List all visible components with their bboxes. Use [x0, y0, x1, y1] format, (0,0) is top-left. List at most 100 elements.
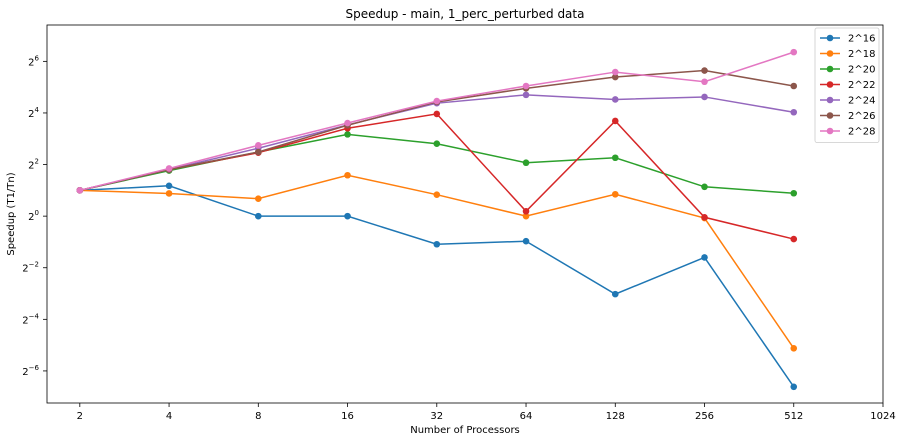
x-tick-label: 16	[341, 411, 354, 422]
data-point	[790, 345, 798, 352]
x-tick-label: 128	[606, 411, 625, 422]
data-point	[165, 182, 173, 190]
legend-label: 2^16	[848, 34, 875, 45]
data-point	[790, 189, 798, 197]
data-point	[701, 213, 708, 221]
data-point	[344, 171, 351, 179]
y-tick-label: 2−6	[22, 364, 39, 378]
data-point	[701, 67, 708, 74]
data-point	[611, 68, 619, 76]
legend-label: 2^22	[848, 80, 875, 91]
legend-swatch-marker	[826, 65, 834, 73]
legend-label: 2^20	[848, 65, 875, 76]
y-tick-base: 2	[28, 161, 34, 172]
data-point	[611, 73, 619, 81]
data-point	[611, 290, 619, 298]
data-point	[522, 212, 530, 220]
plot-frame	[46, 24, 884, 404]
data-point	[76, 187, 84, 194]
y-tick-label: 22	[28, 158, 39, 172]
y-tick-base: 2	[28, 109, 34, 120]
data-point	[433, 240, 441, 248]
data-point	[701, 93, 708, 101]
data-point	[344, 119, 351, 127]
legend-swatch-marker	[826, 81, 834, 88]
y-tick-label: 24	[28, 106, 39, 120]
x-tick-label: 32	[430, 411, 443, 422]
data-point	[522, 207, 530, 215]
y-tick-base: 2	[28, 212, 34, 223]
x-tick-label: 2	[77, 411, 83, 422]
data-point	[165, 165, 173, 172]
data-point	[433, 97, 441, 105]
legend-item: 2^18	[820, 49, 875, 60]
x-axis-title: Number of Processors	[410, 425, 520, 436]
data-point	[790, 383, 798, 391]
data-point	[522, 237, 530, 245]
x-tick-label: 512	[784, 411, 803, 422]
data-point	[790, 235, 798, 243]
x-tick-label: 4	[166, 411, 172, 422]
y-axis-title: Speedup (T1/Tn)	[6, 172, 17, 255]
data-point	[433, 140, 441, 148]
data-point	[790, 48, 798, 56]
data-point	[254, 148, 262, 156]
y-tick-base: 2	[22, 264, 28, 275]
legend-item: 2^22	[820, 80, 875, 91]
y-tick-label: 26	[28, 54, 39, 68]
legend-label: 2^28	[848, 127, 875, 138]
data-point	[433, 191, 441, 198]
legend-item: 2^16	[820, 34, 875, 45]
legend: 2^16 2^18 2^20 2^22 2^24 2^26 2^28	[814, 27, 880, 143]
data-point	[522, 159, 530, 167]
y-tick-exponent: −2	[29, 261, 39, 269]
y-tick-exponent: −4	[29, 312, 40, 320]
legend-swatch-marker	[826, 96, 834, 104]
data-point	[254, 142, 262, 149]
x-tick-label: 64	[520, 411, 533, 422]
legend-swatch-marker	[826, 50, 834, 57]
legend-swatch-marker	[826, 112, 834, 119]
legend-item: 2^24	[820, 96, 875, 107]
data-point	[344, 212, 351, 220]
legend-swatch-marker	[826, 127, 834, 135]
data-point	[165, 190, 173, 197]
y-tick-exponent: −6	[29, 364, 40, 372]
data-point	[611, 190, 619, 198]
y-tick-exponent: 4	[35, 106, 40, 114]
data-point	[433, 110, 441, 118]
legend-label: 2^24	[848, 96, 875, 107]
chart-title: Speedup - main, 1_perc_perturbed data	[346, 7, 585, 21]
data-point	[522, 91, 530, 99]
data-point	[254, 212, 262, 220]
y-tick-label: 2−2	[22, 261, 39, 275]
legend-swatch-marker	[826, 34, 834, 42]
x-tick-label: 8	[255, 411, 261, 422]
legend-item: 2^20	[820, 65, 875, 76]
data-point	[790, 108, 798, 116]
y-tick-label: 2−4	[22, 312, 39, 326]
y-tick-base: 2	[22, 315, 28, 326]
y-tick-exponent: 6	[35, 54, 40, 62]
data-point	[611, 96, 619, 103]
data-point	[611, 154, 619, 162]
y-tick-base: 2	[22, 367, 28, 378]
data-point	[701, 78, 708, 86]
data-point	[701, 183, 708, 191]
data-point	[254, 195, 262, 202]
x-tick-label: 256	[695, 411, 714, 422]
data-point	[611, 117, 619, 125]
legend-label: 2^18	[848, 49, 875, 60]
y-tick-base: 2	[28, 57, 34, 68]
data-point	[701, 254, 708, 261]
data-point	[790, 82, 798, 90]
y-tick-exponent: 2	[35, 158, 39, 166]
series-2-28	[76, 48, 798, 194]
legend-item: 2^26	[820, 111, 875, 122]
data-point	[344, 131, 351, 138]
y-tick-exponent: 0	[35, 209, 39, 217]
data-point	[522, 82, 530, 90]
legend-label: 2^26	[848, 111, 875, 122]
y-tick-label: 20	[28, 209, 39, 223]
